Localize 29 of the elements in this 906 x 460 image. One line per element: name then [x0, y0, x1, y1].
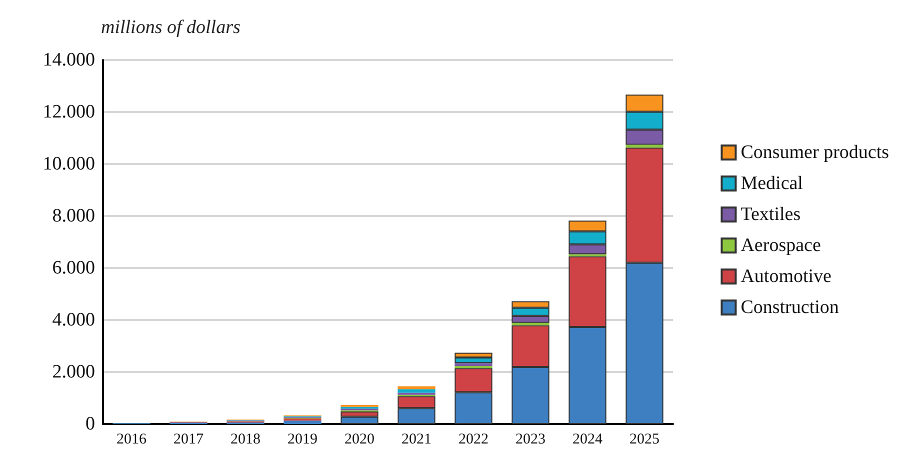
x-tick-label: 2018 — [230, 432, 260, 448]
legend-label: Textiles — [740, 204, 801, 225]
legend-label: Consumer products — [740, 142, 890, 163]
x-tick-label: 2016 — [116, 432, 147, 448]
legend-label: Construction — [740, 297, 840, 318]
y-tick-label: 4.000 — [52, 310, 95, 330]
x-tick-label: 2022 — [458, 432, 488, 448]
y-tick-label: 8.000 — [52, 206, 95, 226]
x-tick-label: 2024 — [572, 432, 603, 448]
y-tick-label: 12.000 — [42, 102, 95, 122]
bar — [398, 389, 436, 393]
legend-label: Medical — [740, 173, 803, 194]
x-tick-label: 2020 — [344, 432, 374, 448]
y-tick-label: 14.000 — [42, 50, 95, 70]
bar — [284, 420, 322, 424]
legend-label: Automotive — [740, 266, 832, 287]
bar — [454, 363, 492, 366]
x-tick-label: 2017 — [174, 432, 204, 448]
y-tick-label: 6.000 — [52, 258, 95, 278]
x-tick-label: 2023 — [516, 432, 546, 448]
x-tick-label: 2021 — [402, 432, 432, 448]
y-tick-label: 10.000 — [42, 154, 95, 174]
y-axis-title: millions of dollars — [101, 17, 240, 38]
x-tick-label: 2019 — [288, 432, 318, 448]
x-tick-label: 2025 — [630, 432, 660, 448]
bar — [454, 357, 492, 364]
y-tick-label: 0 — [86, 414, 95, 434]
y-tick-label: 2.000 — [52, 362, 95, 382]
legend-label: Aerospace — [740, 235, 821, 256]
